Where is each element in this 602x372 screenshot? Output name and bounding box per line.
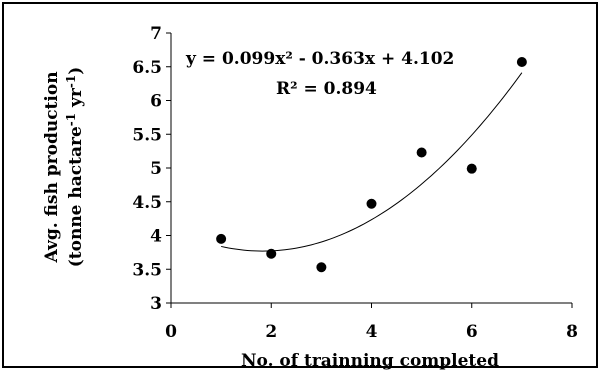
y-tick-label: 6.5 bbox=[132, 58, 162, 78]
x-tick-label: 6 bbox=[466, 322, 478, 342]
chart-frame bbox=[2, 2, 598, 368]
data-point bbox=[366, 198, 377, 209]
data-points bbox=[216, 57, 527, 273]
y-tick-label: 3.5 bbox=[132, 260, 162, 280]
x-tick-label: 8 bbox=[566, 322, 578, 342]
data-point bbox=[516, 57, 527, 68]
y-axis-title-line1: Avg. fish production bbox=[42, 71, 62, 263]
axes bbox=[166, 32, 573, 308]
x-tick-label: 4 bbox=[366, 322, 378, 342]
y-axis-title-line2-sup1: -1 bbox=[64, 113, 78, 126]
x-tick-label: 0 bbox=[165, 322, 177, 342]
y-tick-label: 5 bbox=[150, 159, 162, 179]
data-point bbox=[216, 233, 227, 244]
y-tick-label: 3 bbox=[150, 294, 162, 314]
trendline-curve bbox=[221, 72, 523, 252]
y-axis-title-line2: (tonne hactare-1 yr-1) bbox=[64, 67, 86, 268]
data-point bbox=[266, 248, 277, 259]
r-squared-annotation: R² = 0.894 bbox=[276, 79, 377, 99]
data-point bbox=[416, 147, 427, 158]
equation-annotation: y = 0.099x² - 0.363x + 4.102 bbox=[185, 49, 454, 69]
y-axis-title-line2-sup2: -1 bbox=[64, 75, 78, 88]
x-tick-labels: 0 2 4 6 8 bbox=[165, 322, 578, 342]
y-tick-label: 4.5 bbox=[132, 193, 162, 213]
y-axis-title-line2-main: (tonne hactare bbox=[66, 126, 86, 267]
y-tick-label: 6 bbox=[150, 92, 162, 112]
x-tick-label: 2 bbox=[265, 322, 277, 342]
x-axis-title: No. of trainning completed bbox=[241, 351, 499, 371]
y-axis-title-line2-mid: yr bbox=[66, 87, 86, 113]
data-point bbox=[466, 163, 477, 174]
y-tick-label: 5.5 bbox=[132, 125, 162, 145]
data-point bbox=[316, 262, 327, 273]
y-tick-labels: 3 3.5 4 4.5 5 5.5 6 6.5 7 bbox=[132, 24, 162, 314]
y-tick-label: 7 bbox=[150, 24, 162, 44]
trendline bbox=[221, 72, 523, 252]
y-axis-title-line2-end: ) bbox=[66, 67, 86, 75]
y-tick-label: 4 bbox=[150, 227, 162, 247]
y-axis-title: Avg. fish production (tonne hactare-1 yr… bbox=[42, 67, 86, 268]
